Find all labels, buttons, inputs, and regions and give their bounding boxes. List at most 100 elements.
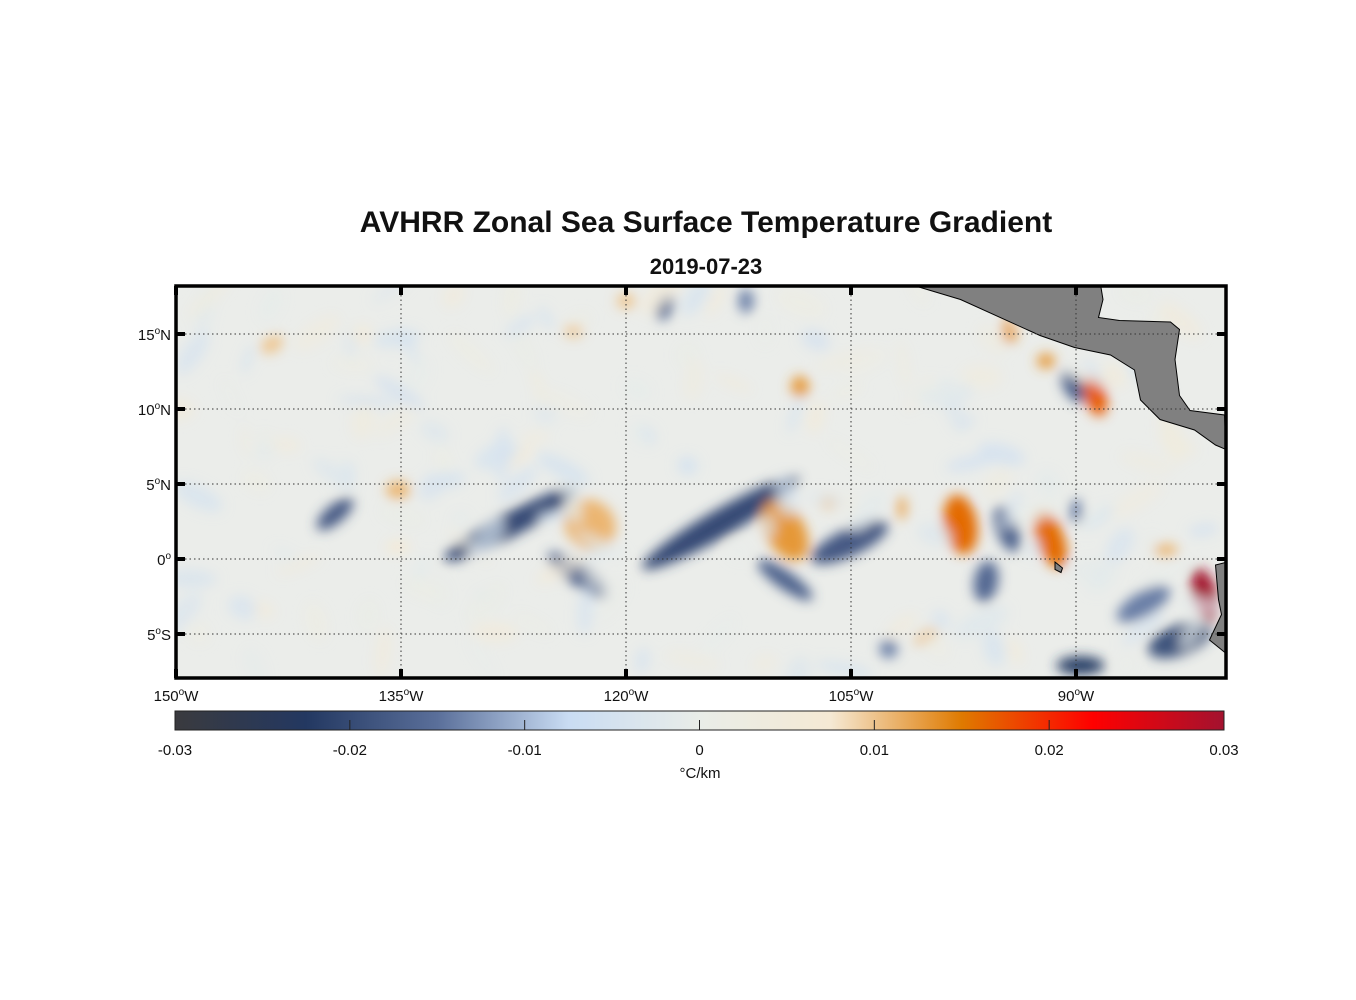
weak-gradient-feature [575, 530, 625, 557]
warm-gradient-feature [1154, 544, 1178, 556]
weak-gradient-feature [1122, 610, 1165, 646]
weak-gradient-feature [471, 622, 519, 642]
weak-gradient-feature [1120, 452, 1174, 473]
weak-gradient-feature [706, 286, 726, 316]
weak-gradient-feature [623, 378, 652, 401]
weak-gradient-feature [961, 364, 1003, 389]
lon-tick-label: 105oW [829, 687, 875, 705]
weak-gradient-feature [513, 612, 553, 636]
weak-gradient-feature [931, 609, 951, 630]
weak-gradient-feature [1118, 654, 1134, 675]
cold-gradient-feature [973, 560, 999, 603]
weak-gradient-feature [254, 440, 275, 460]
lon-tick-label: 150oW [154, 687, 200, 705]
weak-gradient-feature [1035, 470, 1060, 495]
weak-gradient-feature [351, 402, 375, 439]
weak-gradient-feature [450, 511, 471, 524]
colorbar-tick-label: 0 [695, 742, 703, 759]
lat-tick-label: 15oN [138, 326, 171, 344]
weak-gradient-feature [418, 473, 444, 501]
weak-gradient-feature [337, 396, 398, 407]
warm-gradient-feature [1034, 510, 1067, 569]
weak-gradient-feature [241, 343, 255, 375]
cold-gradient-feature [316, 497, 354, 531]
weak-gradient-feature [176, 593, 202, 639]
weak-gradient-feature [332, 357, 374, 372]
weak-gradient-feature [188, 623, 209, 644]
cold-gradient-feature [1116, 585, 1171, 623]
weak-gradient-feature [534, 510, 573, 521]
cold-gradient-feature [1056, 656, 1105, 675]
weak-gradient-feature [715, 374, 753, 392]
weak-gradient-feature [374, 406, 416, 437]
weak-gradient-feature [271, 437, 301, 452]
colorbar-tick-label: 0.02 [1035, 742, 1064, 759]
weak-gradient-feature [628, 423, 650, 445]
weak-gradient-feature [176, 569, 217, 588]
weak-gradient-feature [752, 654, 777, 672]
weak-gradient-feature [577, 585, 595, 635]
weak-gradient-feature [839, 348, 888, 376]
gradient-field [176, 286, 1225, 678]
weak-gradient-feature [1105, 527, 1135, 564]
lat-tick-label: 10oN [138, 401, 171, 419]
cold-gradient-feature [738, 289, 754, 313]
lat-tick-label: 5oS [147, 626, 171, 644]
weak-gradient-feature [1087, 565, 1114, 592]
weak-gradient-feature [1178, 617, 1205, 649]
weak-gradient-feature [241, 426, 251, 458]
weak-gradient-feature [398, 328, 420, 364]
weak-gradient-feature [1110, 482, 1163, 517]
weak-gradient-feature [825, 438, 874, 471]
weak-gradient-feature [800, 329, 831, 351]
weak-gradient-feature [978, 442, 1025, 466]
weak-gradient-feature [434, 447, 452, 474]
warm-gradient-feature [1037, 353, 1055, 369]
weak-gradient-feature [1001, 490, 1023, 531]
chart-subtitle: 2019-07-23 [649, 254, 763, 279]
weak-gradient-feature [312, 458, 353, 488]
cold-gradient-feature [642, 476, 799, 570]
lon-tick-label: 135oW [379, 687, 425, 705]
weak-gradient-feature [442, 286, 465, 308]
weak-gradient-feature [683, 359, 704, 402]
cold-gradient-feature [757, 559, 813, 601]
colorbar-label: °C/km [680, 765, 721, 782]
weak-gradient-feature [726, 540, 750, 562]
weak-gradient-feature [258, 287, 283, 322]
weak-gradient-feature [519, 430, 549, 446]
land-mask [913, 286, 1226, 655]
weak-gradient-feature [252, 601, 275, 618]
weak-gradient-feature [593, 578, 627, 622]
weak-gradient-feature [468, 637, 497, 678]
colorbar-tick-label: -0.01 [508, 742, 542, 759]
weak-gradient-feature [561, 470, 583, 525]
warm-gradient-feature [791, 376, 809, 397]
weak-gradient-feature [886, 613, 917, 639]
weak-gradient-feature [897, 340, 910, 390]
weak-gradient-feature [1145, 533, 1156, 556]
weak-gradient-feature [945, 454, 995, 472]
weak-gradient-feature [920, 632, 949, 658]
weak-gradient-feature [848, 491, 886, 533]
weak-gradient-feature [448, 332, 494, 374]
weak-gradient-feature [352, 324, 373, 346]
weak-gradient-feature [763, 513, 776, 538]
chart-title: AVHRR Zonal Sea Surface Temperature Grad… [359, 206, 1053, 239]
weak-gradient-feature [1161, 304, 1202, 340]
weak-gradient-feature [375, 627, 391, 678]
weak-gradient-feature [277, 555, 322, 574]
weak-gradient-feature [677, 456, 698, 475]
weak-gradient-feature [634, 646, 651, 675]
weak-gradient-feature [566, 312, 593, 328]
colorbar-tick-label: -0.02 [333, 742, 367, 759]
weak-gradient-feature [273, 547, 299, 564]
weak-gradient-feature [228, 595, 257, 620]
weak-gradient-feature [982, 466, 1013, 499]
lon-tick-label: 120oW [604, 687, 650, 705]
weak-gradient-feature [775, 475, 798, 518]
weak-gradient-feature [294, 314, 340, 351]
weak-gradient-feature [640, 286, 682, 315]
weak-gradient-feature [917, 522, 952, 546]
